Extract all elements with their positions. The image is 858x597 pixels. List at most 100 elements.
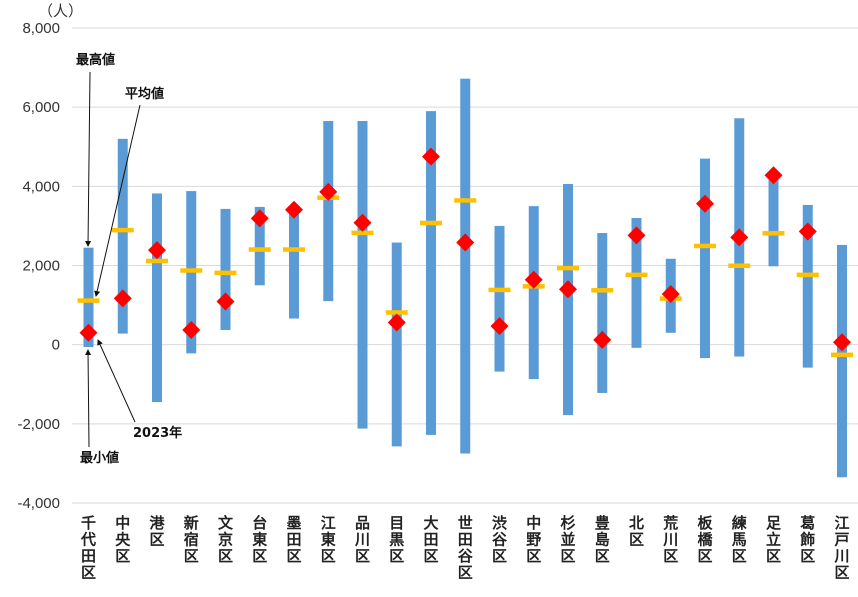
range-bar <box>631 218 642 348</box>
category-label: 葛飾区 <box>799 514 815 565</box>
average-marker <box>248 247 271 252</box>
current-year-marker <box>730 228 749 247</box>
average-marker <box>625 272 648 278</box>
category-label: 千代田区 <box>80 514 96 582</box>
category-label: 中野区 <box>526 514 541 565</box>
current-year-marker <box>833 333 851 352</box>
annotation-average-arrow <box>94 104 141 297</box>
current-year-markers <box>79 147 851 352</box>
current-year-marker <box>387 313 406 332</box>
average-marker <box>762 231 785 236</box>
current-year-marker <box>216 292 235 311</box>
category-label: 江戸川区 <box>833 514 849 582</box>
y-tick-label: -2,000 <box>17 416 60 433</box>
average-marker <box>454 198 477 203</box>
range-bar <box>837 244 847 478</box>
range-bar <box>460 78 471 454</box>
x-axis-category-labels: 千代田区 中央区 港区 新宿区 文京区 台東区 墨田区 江東区 品川区 目黒区 大田区 世田谷区 渋谷区… <box>80 514 850 582</box>
category-label: 荒川区 <box>662 514 678 565</box>
y-tick-label: 6,000 <box>22 99 60 116</box>
range-bar <box>152 193 162 403</box>
category-label: 品川区 <box>354 514 370 565</box>
annotation-max: 最高値 <box>76 52 115 68</box>
annotation-max-arrow <box>85 71 92 247</box>
current-year-marker <box>661 285 680 303</box>
current-year-marker <box>798 222 817 241</box>
average-marker <box>694 243 716 249</box>
range-bar <box>220 208 231 331</box>
category-label: 墨田区 <box>286 514 301 565</box>
category-label: 渋谷区 <box>492 514 508 565</box>
average-marker <box>420 220 442 226</box>
category-label: 北区 <box>629 514 644 549</box>
range-bars <box>83 78 847 478</box>
annotation-min-arrow <box>85 349 92 448</box>
annotation-min: 最小値 <box>80 450 119 466</box>
average-marker <box>557 265 579 271</box>
range-bar <box>391 242 402 447</box>
annotation-2023-arrow <box>97 339 136 423</box>
y-tick-label: 8,000 <box>22 20 60 37</box>
range-bar <box>494 225 505 372</box>
average-marker <box>77 298 100 303</box>
current-year-marker <box>456 233 475 252</box>
category-label: 中央区 <box>115 514 131 565</box>
average-marker <box>283 247 305 252</box>
category-label: 板橋区 <box>697 514 713 565</box>
range-bar <box>597 233 608 393</box>
category-label: 文京区 <box>218 514 234 565</box>
current-year-marker <box>490 317 509 336</box>
range-bar <box>528 206 539 380</box>
average-marker <box>796 272 819 278</box>
average-marker <box>831 352 853 358</box>
current-year-marker <box>764 166 783 185</box>
category-label: 江東区 <box>321 514 336 565</box>
current-year-marker <box>627 226 646 245</box>
category-label: 杉並区 <box>560 514 575 565</box>
current-year-marker <box>353 213 372 232</box>
y-tick-label: 0 <box>52 337 60 354</box>
average-marker <box>351 230 374 236</box>
y-tick-label: -4,000 <box>17 495 60 512</box>
average-marker <box>146 258 168 264</box>
y-axis-ticks: -4,000 -2,000 0 2,000 4,000 6,000 8,000 <box>17 20 60 512</box>
range-bar <box>700 158 710 359</box>
range-bar <box>323 121 334 302</box>
category-label: 足立区 <box>766 514 782 565</box>
range-bar <box>357 121 368 429</box>
y-axis-unit-label: （人） <box>38 2 83 20</box>
category-label: 豊島区 <box>595 514 610 565</box>
current-year-marker <box>113 289 132 308</box>
y-tick-label: 4,000 <box>22 178 60 195</box>
category-label: 新宿区 <box>184 514 199 565</box>
average-marker <box>385 310 408 315</box>
average-marker <box>728 263 751 268</box>
range-bar <box>83 247 94 348</box>
category-label: 目黒区 <box>389 514 404 565</box>
range-bar <box>117 138 128 334</box>
average-marker <box>111 227 134 233</box>
range-bar <box>254 206 265 286</box>
category-label: 世田谷区 <box>458 514 474 582</box>
annotation-average: 平均値 <box>125 86 164 102</box>
annotation-2023: 2023年 <box>133 425 182 441</box>
range-bar <box>802 204 813 368</box>
current-year-marker <box>319 182 338 201</box>
y-tick-label: 2,000 <box>22 258 60 275</box>
average-marker <box>488 287 511 293</box>
current-year-marker <box>559 280 577 299</box>
category-label: 大田区 <box>423 514 438 565</box>
range-bar <box>289 208 299 319</box>
range-bar <box>768 173 779 267</box>
current-year-marker <box>182 321 201 340</box>
range-bar <box>563 183 573 416</box>
category-label: 港区 <box>149 514 165 549</box>
current-year-marker <box>148 241 166 260</box>
annotations: 最高値 平均値 2023年 最小値 <box>76 52 182 466</box>
current-year-marker <box>524 270 543 289</box>
current-year-marker <box>250 209 269 228</box>
current-year-marker <box>593 330 612 349</box>
range-bar <box>426 111 436 435</box>
current-year-marker <box>285 200 303 219</box>
